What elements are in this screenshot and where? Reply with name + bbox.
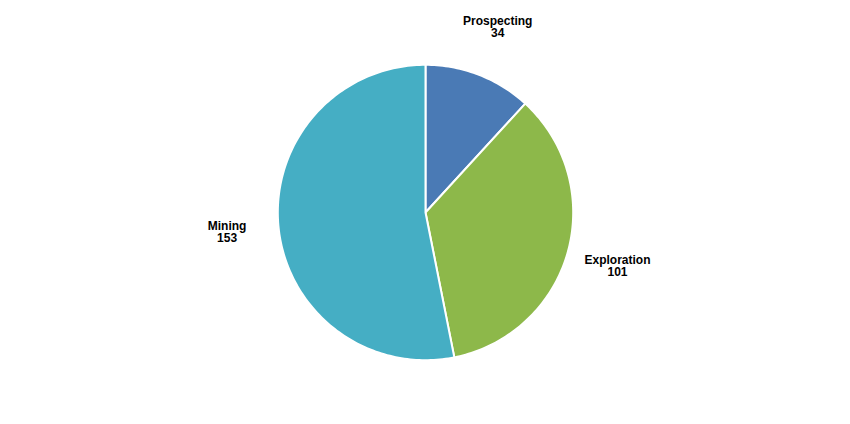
svg-text:Prospecting34: Prospecting34	[463, 14, 532, 40]
svg-text:Exploration101: Exploration101	[585, 253, 651, 279]
svg-text:Mining153: Mining153	[208, 219, 247, 245]
